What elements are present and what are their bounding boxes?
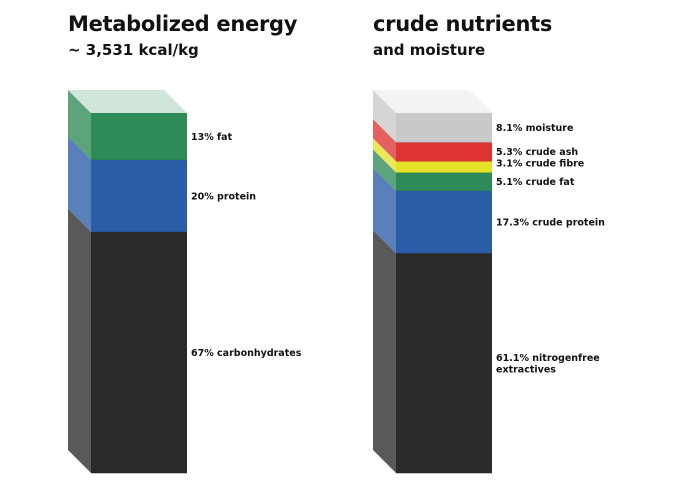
segment-label: 61.1% nitrogenfree extractives — [496, 353, 600, 376]
segment-side — [373, 90, 396, 143]
column-top-face — [373, 90, 492, 113]
stacked-column-2: 61.1% nitrogenfree extractives 17.3% crude… — [373, 90, 605, 474]
chart-1-subtitle: ~ 3,531 kcal/kg — [68, 41, 199, 59]
segment-front — [91, 159, 187, 232]
segment-side — [68, 208, 91, 474]
segment-label: 8.1% moisture — [496, 123, 573, 134]
chart-2-subtitle: and moisture — [373, 41, 486, 59]
segment-side — [373, 119, 396, 162]
segment-label: 20% protein — [191, 191, 256, 202]
segment-side — [373, 167, 396, 254]
chart-2-title: crude nutrients — [373, 12, 553, 36]
chart-1-title: Metabolized energy — [68, 12, 298, 36]
segment-side — [68, 136, 91, 232]
segment-label: 5.3% crude ash — [496, 147, 578, 158]
segment-front — [91, 113, 187, 160]
segment-label: 17.3% crude protein — [496, 217, 605, 228]
segment-label: 13% fat — [191, 132, 233, 143]
segment-side — [373, 138, 396, 173]
stacked-column-1: 67% carbonhydrates 20% protein 13% fat — [68, 90, 302, 474]
column-top-face — [68, 90, 187, 113]
segment-label: 3.1% crude fibre — [496, 158, 584, 169]
segment-side — [68, 90, 91, 160]
segment-front — [91, 231, 187, 473]
segment-front — [396, 142, 492, 162]
segment-label: 5.1% crude fat — [496, 177, 575, 188]
segment-side — [373, 149, 396, 191]
segment-front — [396, 190, 492, 254]
segment-front — [396, 161, 492, 173]
segment-front — [396, 253, 492, 473]
segment-label: 67% carbonhydrates — [191, 348, 302, 359]
segment-front — [396, 113, 492, 143]
segment-front — [396, 172, 492, 191]
segment-side — [373, 230, 396, 473]
